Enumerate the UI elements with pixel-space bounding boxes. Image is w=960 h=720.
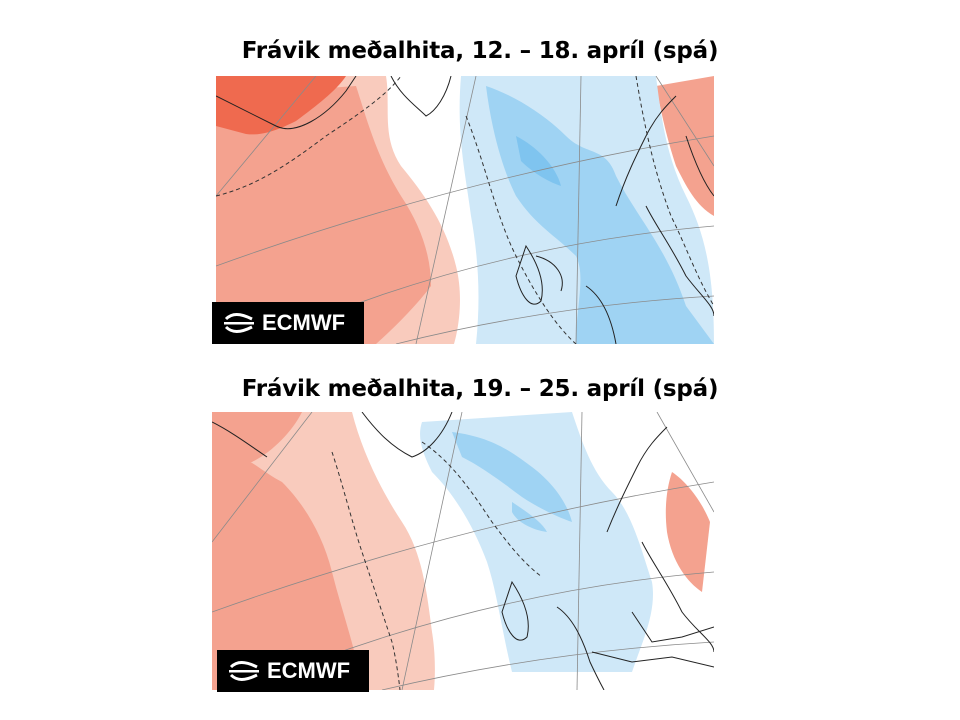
panel-2-title: Frávik meðalhita, 19. – 25. apríl (spá) — [241, 376, 719, 402]
ecmwf-logo: ECMWF — [217, 650, 369, 692]
anomaly-map-week-1 — [216, 76, 714, 344]
cold-anomaly-core-south — [512, 502, 547, 532]
coastlines — [216, 76, 714, 344]
warm-anomaly-east — [665, 472, 710, 592]
panel-1-title: Frávik meðalhita, 12. – 18. apríl (spá) — [241, 38, 719, 64]
ecmwf-logo-text: ECMWF — [262, 310, 346, 335]
map-week-2-svg — [212, 412, 714, 690]
warm-anomaly-strong — [212, 412, 302, 462]
warm-anomaly-strong — [216, 76, 346, 135]
map-week-1-svg — [216, 76, 714, 344]
ecmwf-logo: ECMWF — [212, 302, 364, 344]
cold-anomaly-strong — [516, 136, 561, 186]
warm-anomaly-core — [216, 86, 431, 344]
cold-anomaly-region — [420, 412, 653, 672]
zero-contour — [216, 76, 714, 344]
cold-anomaly-core — [486, 86, 714, 344]
coastlines — [212, 412, 714, 690]
warm-anomaly-core — [212, 442, 362, 690]
ecmwf-mark-icon — [229, 661, 259, 681]
warm-anomaly-strong-east — [656, 76, 714, 216]
cold-anomaly-core — [452, 432, 572, 522]
zero-contour — [331, 441, 543, 690]
ecmwf-mark-icon — [224, 313, 254, 333]
ecmwf-logo-text: ECMWF — [267, 658, 351, 683]
anomaly-map-week-2 — [212, 412, 714, 690]
